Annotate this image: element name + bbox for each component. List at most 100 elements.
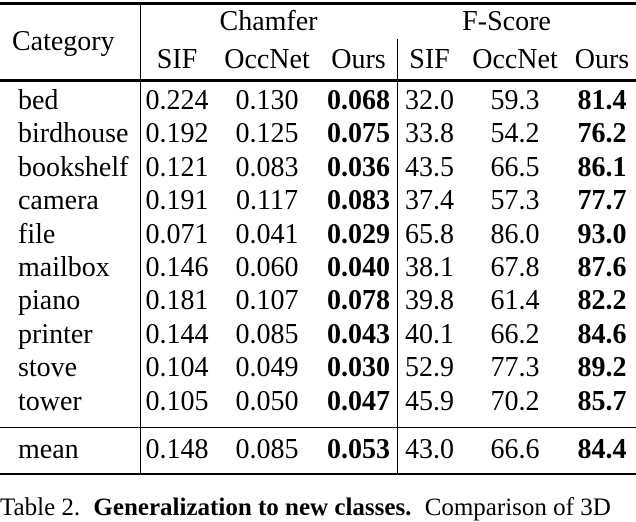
chamfer-occnet-cell: 0.107 bbox=[235, 285, 299, 317]
fscore-ours-cell: 84.6 bbox=[577, 318, 627, 350]
chamfer-occnet-cell: 0.125 bbox=[235, 118, 299, 150]
category-cell: printer bbox=[18, 318, 93, 350]
fscore-sif-cell: 45.9 bbox=[405, 385, 454, 417]
table-body: bed 0.224 0.130 0.068 32.0 59.3 81.4 birdhouse 0… bbox=[0, 84, 636, 418]
chamfer-sif-cell: 0.181 bbox=[145, 285, 209, 317]
fscore-ours-cell: 82.2 bbox=[577, 285, 627, 317]
chamfer-sif-cell: 0.192 bbox=[145, 118, 209, 150]
column-header-fscore-sif: SIF bbox=[409, 43, 450, 75]
mean-row-section: mean 0.148 0.085 0.053 43.0 66.6 84.4 bbox=[0, 428, 636, 473]
fscore-occnet-cell: 59.3 bbox=[490, 85, 540, 116]
category-cell: piano bbox=[18, 285, 81, 317]
fscore-occnet-cell: 66.2 bbox=[490, 318, 540, 350]
chamfer-occnet-cell: 0.050 bbox=[235, 385, 299, 417]
chamfer-occnet-cell: 0.060 bbox=[235, 251, 299, 283]
category-cell: mailbox bbox=[18, 251, 110, 283]
fscore-occnet-cell: 70.2 bbox=[490, 385, 540, 417]
fscore-sif-cell: 65.8 bbox=[405, 218, 454, 250]
caption-table-label: Table 2. bbox=[0, 494, 81, 521]
fscore-sif-cell: 33.8 bbox=[405, 118, 454, 150]
fscore-sif-cell: 39.8 bbox=[405, 285, 454, 317]
chamfer-sif-cell: 0.224 bbox=[145, 85, 209, 116]
fscore-sif-cell: 32.0 bbox=[405, 85, 454, 116]
table-row-file: file 0.071 0.041 0.029 65.8 86.0 93.0 bbox=[0, 218, 636, 251]
table-caption: Table 2. Generalization to new classes. … bbox=[0, 494, 636, 522]
chamfer-occnet-cell: 0.085 bbox=[235, 318, 299, 350]
chamfer-ours-cell: 0.043 bbox=[327, 318, 390, 350]
table-row-bed: bed 0.224 0.130 0.068 32.0 59.3 81.4 bbox=[0, 84, 636, 117]
table-row-tower: tower 0.105 0.050 0.047 45.9 70.2 85.7 bbox=[0, 385, 636, 418]
chamfer-occnet-cell: 0.049 bbox=[235, 352, 299, 384]
fscore-ours-cell: 76.2 bbox=[577, 118, 627, 150]
chamfer-ours-cell: 0.068 bbox=[327, 85, 390, 116]
fscore-sif-cell: 43.5 bbox=[405, 151, 454, 183]
chamfer-sif-cell: 0.104 bbox=[145, 352, 209, 384]
fscore-sif-cell: 38.1 bbox=[405, 251, 454, 283]
chamfer-fscore-divider-line bbox=[396, 39, 399, 473]
fscore-ours-cell: 81.4 bbox=[577, 85, 627, 116]
table-row-bookshelf: bookshelf 0.121 0.083 0.036 43.5 66.5 86.1 bbox=[0, 151, 636, 184]
fscore-ours-cell: 93.0 bbox=[577, 218, 627, 250]
fscore-ours-cell: 85.7 bbox=[577, 385, 627, 417]
fscore-sif-cell: 52.9 bbox=[405, 352, 454, 384]
fscore-occnet-cell: 57.3 bbox=[490, 185, 540, 217]
chamfer-sif-cell: 0.191 bbox=[145, 185, 209, 217]
category-cell: bed bbox=[18, 85, 59, 116]
column-group-chamfer: Chamfer bbox=[219, 6, 318, 37]
fscore-ours-cell: 84.4 bbox=[577, 434, 627, 465]
caption-text: Comparison of 3D bbox=[424, 494, 611, 521]
column-header-fscore-ours: Ours bbox=[574, 43, 630, 75]
top-rule bbox=[0, 2, 636, 5]
column-header-fscore-occnet: OccNet bbox=[472, 43, 558, 75]
fscore-occnet-cell: 66.5 bbox=[490, 151, 540, 183]
chamfer-ours-cell: 0.036 bbox=[327, 151, 390, 183]
category-cell: mean bbox=[18, 434, 79, 465]
chamfer-sif-cell: 0.121 bbox=[145, 151, 209, 183]
category-cell: bookshelf bbox=[18, 151, 129, 183]
category-cell: file bbox=[18, 218, 56, 250]
fscore-sif-cell: 40.1 bbox=[405, 318, 454, 350]
category-cell: stove bbox=[18, 352, 78, 384]
bottom-rule bbox=[0, 472, 636, 476]
fscore-occnet-cell: 77.3 bbox=[490, 352, 540, 384]
fscore-ours-cell: 87.6 bbox=[577, 251, 627, 283]
column-header-chamfer-ours: Ours bbox=[331, 43, 386, 75]
fscore-ours-cell: 77.7 bbox=[577, 185, 627, 217]
table-row-mean: mean 0.148 0.085 0.053 43.0 66.6 84.4 bbox=[0, 428, 636, 473]
chamfer-sif-cell: 0.071 bbox=[145, 218, 209, 250]
column-group-fscore: F-Score bbox=[462, 6, 551, 37]
category-divider-line bbox=[139, 4, 142, 473]
table-row-birdhouse: birdhouse 0.192 0.125 0.075 33.8 54.2 76.2 bbox=[0, 117, 636, 150]
column-group-header-row: Chamfer F-Score bbox=[0, 4, 636, 40]
chamfer-occnet-cell: 0.041 bbox=[235, 218, 299, 250]
chamfer-occnet-cell: 0.085 bbox=[235, 434, 299, 465]
fscore-ours-cell: 86.1 bbox=[577, 151, 627, 183]
chamfer-occnet-cell: 0.083 bbox=[235, 151, 299, 183]
fscore-occnet-cell: 67.8 bbox=[490, 251, 540, 283]
table-row-mailbox: mailbox 0.146 0.060 0.040 38.1 67.8 87.6 bbox=[0, 251, 636, 284]
chamfer-sif-cell: 0.105 bbox=[145, 385, 209, 417]
chamfer-ours-cell: 0.053 bbox=[327, 434, 390, 465]
chamfer-ours-cell: 0.078 bbox=[327, 285, 390, 317]
mean-separator-rule bbox=[0, 426, 636, 429]
category-cell: tower bbox=[18, 385, 82, 417]
chamfer-sif-cell: 0.148 bbox=[145, 434, 209, 465]
table-row-stove: stove 0.104 0.049 0.030 52.9 77.3 89.2 bbox=[0, 351, 636, 384]
chamfer-sif-cell: 0.146 bbox=[145, 251, 209, 283]
table-row-camera: camera 0.191 0.117 0.083 37.4 57.3 77.7 bbox=[0, 184, 636, 217]
category-cell: birdhouse bbox=[18, 118, 129, 150]
chamfer-ours-cell: 0.040 bbox=[327, 251, 390, 283]
chamfer-sif-cell: 0.144 bbox=[145, 318, 209, 350]
chamfer-ours-cell: 0.030 bbox=[327, 352, 390, 384]
column-header-chamfer-sif: SIF bbox=[156, 43, 198, 75]
chamfer-ours-cell: 0.047 bbox=[327, 385, 390, 417]
chamfer-occnet-cell: 0.130 bbox=[235, 85, 299, 116]
table-row-printer: printer 0.144 0.085 0.043 40.1 66.2 84.6 bbox=[0, 318, 636, 351]
chamfer-ours-cell: 0.075 bbox=[327, 118, 390, 150]
chamfer-ours-cell: 0.083 bbox=[327, 185, 390, 217]
fscore-occnet-cell: 61.4 bbox=[490, 285, 540, 317]
fscore-ours-cell: 89.2 bbox=[577, 352, 627, 384]
column-header-category: Category bbox=[12, 25, 115, 57]
chamfer-occnet-cell: 0.117 bbox=[236, 185, 298, 217]
